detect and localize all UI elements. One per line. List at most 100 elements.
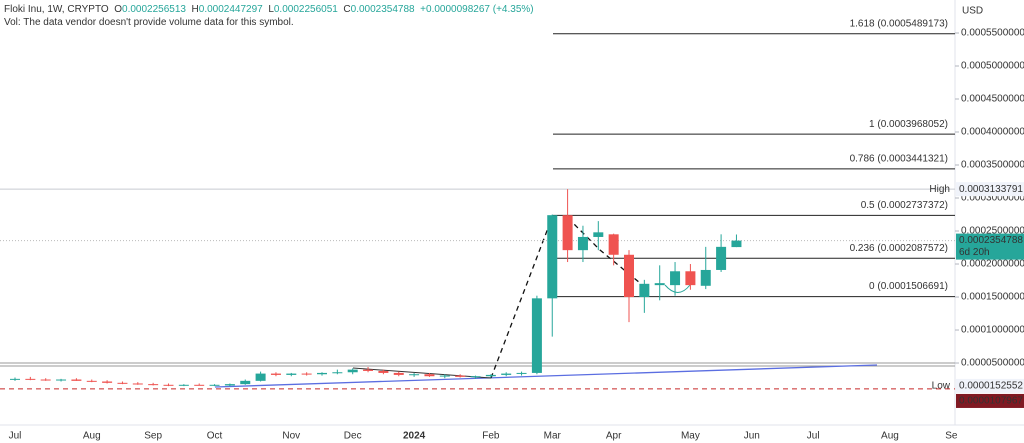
- x-tick-label: Jul: [9, 431, 22, 442]
- candle-body: [10, 378, 20, 380]
- candle-body: [286, 373, 297, 375]
- high-value: 0.0003133791: [959, 184, 1023, 195]
- low-badge: [956, 378, 1024, 393]
- y-tick-label: 0.0001500000: [961, 292, 1024, 303]
- x-tick-label: Jun: [744, 431, 760, 442]
- y-tick-label: 0.0003500000: [961, 160, 1024, 171]
- x-tick-label: Feb: [482, 431, 500, 442]
- x-tick-label: Apr: [606, 431, 622, 442]
- candle-body: [102, 381, 113, 383]
- candle-body: [393, 372, 404, 375]
- legend-header: Floki Inu, 1W, CRYPTO O0.0002256513 H0.0…: [4, 3, 534, 29]
- fib-label: 0.236 (0.0002087572): [850, 243, 948, 254]
- y-tick-label: 0.0000500000: [961, 358, 1024, 369]
- symbol: Floki Inu, 1W, CRYPTO: [4, 4, 109, 15]
- candle-body: [255, 373, 266, 381]
- price-badge-value: 0.0000107967: [959, 396, 1023, 407]
- candle-body: [639, 283, 650, 298]
- candle-body: [731, 240, 742, 248]
- candle-body: [654, 283, 665, 286]
- candle-body: [608, 234, 619, 255]
- candle-body: [163, 384, 174, 386]
- candle-body: [700, 269, 711, 286]
- candle-body: [670, 271, 681, 286]
- candle-body: [439, 375, 450, 377]
- last-price-value: 0.0002354788: [959, 235, 1023, 246]
- candle-body: [424, 374, 435, 377]
- candle-body: [516, 372, 527, 374]
- x-tick-label: Jul: [807, 431, 820, 442]
- candle-body: [40, 379, 51, 381]
- candle-body: [178, 384, 189, 386]
- candle-body: [363, 369, 374, 371]
- trend-line: [214, 364, 878, 388]
- y-tick-label: 0.0005000000: [961, 61, 1024, 72]
- candle-body: [378, 370, 389, 373]
- ohlc-key: H: [191, 4, 199, 15]
- candle-body: [485, 374, 496, 377]
- low-value: 0.0000152552: [959, 381, 1023, 392]
- candle-body: [209, 384, 220, 386]
- trend-line: [490, 214, 554, 379]
- x-tick-label: Aug: [881, 431, 899, 442]
- candle-body: [409, 374, 420, 376]
- candle-body: [593, 232, 604, 237]
- last-price-badge: [956, 233, 1024, 260]
- drawing-arc: [664, 284, 691, 293]
- candle-body: [317, 372, 327, 375]
- x-tick-label: Mar: [544, 431, 562, 442]
- candle-body: [117, 382, 128, 384]
- candle-body: [194, 384, 205, 386]
- volume-note: Vol: The data vendor doesn't provide vol…: [4, 17, 294, 28]
- x-tick-label: May: [681, 431, 700, 442]
- candle-body: [240, 380, 251, 385]
- candle-body: [577, 236, 588, 251]
- ohlc-key: O: [114, 4, 123, 15]
- x-tick-label: Se: [945, 431, 958, 442]
- low-label: Low: [932, 381, 951, 392]
- y-tick-label: 0.0003000000: [961, 193, 1024, 204]
- high-label: High: [929, 184, 950, 195]
- fib-label: 0 (0.0001506691): [869, 281, 948, 292]
- ohlc-value: 0.0002256513: [122, 4, 186, 15]
- x-tick-label: Aug: [83, 431, 101, 442]
- fib-label: 1 (0.0003968052): [869, 119, 948, 130]
- countdown: 6d 20h: [959, 247, 990, 258]
- candle-body: [685, 271, 696, 286]
- candle-body: [547, 215, 558, 299]
- y-tick-label: 0.0002500000: [961, 226, 1024, 237]
- candle-body: [25, 378, 36, 380]
- ohlc-key: L: [268, 4, 274, 15]
- candle-body: [455, 375, 466, 377]
- candle-body: [347, 369, 358, 373]
- candle-body: [148, 384, 159, 386]
- y-tick-label: 0.0005500000: [961, 28, 1024, 39]
- ohlc-value: 0.0002447297: [198, 4, 263, 15]
- candle-body: [624, 254, 634, 298]
- fib-label: 0.5 (0.0002737372): [861, 200, 948, 211]
- fib-label: 0.786 (0.0003441321): [850, 154, 948, 165]
- candle-body: [71, 379, 82, 381]
- y-tick-label: 0.0001000000: [961, 325, 1024, 336]
- y-tick-label: 0.0002000000: [961, 259, 1024, 270]
- trend-line: [352, 367, 492, 379]
- y-tick-label: 0.0004000000: [961, 127, 1024, 138]
- ohlc-key: C: [343, 4, 351, 15]
- x-tick-label: Oct: [207, 431, 223, 442]
- ohlc-value: 0.0002354788: [350, 4, 415, 15]
- x-tick-label: Nov: [282, 431, 300, 442]
- candle-body: [332, 372, 343, 374]
- candle-body: [501, 373, 512, 375]
- change: +0.0000098267 (+4.35%): [420, 4, 534, 15]
- fib-label: 1.618 (0.0005489173): [850, 18, 948, 29]
- price-badge: [956, 393, 1024, 408]
- trend-line: [567, 217, 641, 284]
- candle-body: [270, 373, 281, 375]
- candle-body: [132, 383, 143, 385]
- currency: USD: [962, 6, 983, 17]
- x-tick-label: Sep: [144, 431, 162, 442]
- candle-body: [301, 373, 312, 375]
